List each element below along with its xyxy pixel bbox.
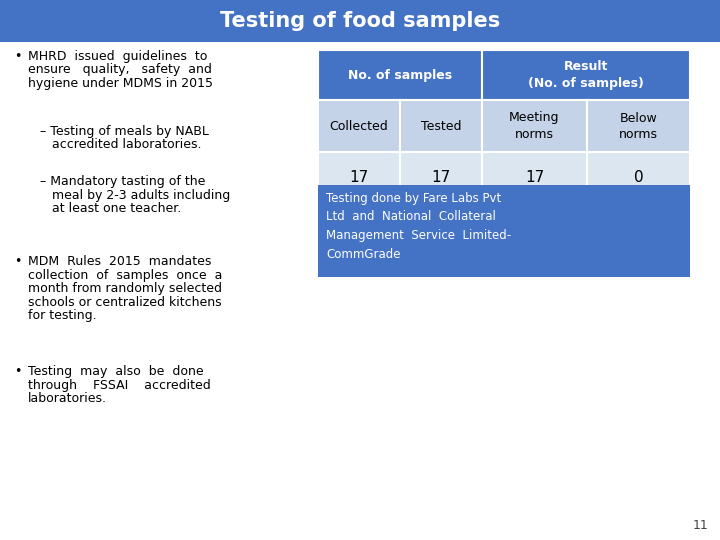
Text: collection  of  samples  once  a: collection of samples once a [28,268,222,281]
Text: meal by 2-3 adults including: meal by 2-3 adults including [40,188,230,201]
Text: 0: 0 [634,171,643,186]
Bar [400,100,482,152]
Bar [0,0,720,42]
Text: 17: 17 [525,171,544,186]
Bar [318,50,482,100]
Text: Tested: Tested [420,119,462,132]
Bar [482,50,690,100]
Text: Collected: Collected [330,119,388,132]
Text: month from randomly selected: month from randomly selected [28,282,222,295]
Text: •: • [14,50,22,63]
Text: 17: 17 [349,171,369,186]
Text: – Mandatory tasting of the: – Mandatory tasting of the [40,175,205,188]
Text: laboratories.: laboratories. [28,392,107,405]
Text: at least one teacher.: at least one teacher. [40,202,181,215]
Text: •: • [14,365,22,378]
Text: 17: 17 [431,171,451,186]
Bar [482,100,587,152]
Text: Testing done by Fare Labs Pvt
Ltd  and  National  Collateral
Management  Service: Testing done by Fare Labs Pvt Ltd and Na… [326,192,511,260]
Bar [482,152,587,204]
Text: ensure   quality,   safety  and: ensure quality, safety and [28,64,212,77]
Text: 11: 11 [692,519,708,532]
Text: for testing.: for testing. [28,309,96,322]
Text: No. of samples: No. of samples [348,69,452,82]
Text: Meeting
norms: Meeting norms [509,111,559,140]
Bar [318,185,690,277]
Bar [400,152,482,204]
Text: Result
(No. of samples): Result (No. of samples) [528,60,644,90]
Bar [587,100,690,152]
Text: MHRD  issued  guidelines  to: MHRD issued guidelines to [28,50,207,63]
Text: – Testing of meals by NABL: – Testing of meals by NABL [40,125,209,138]
Text: Below
norms: Below norms [619,111,658,140]
Text: Testing  may  also  be  done: Testing may also be done [28,365,204,378]
Bar [318,100,400,152]
Text: •: • [14,255,22,268]
Text: hygiene under MDMS in 2015: hygiene under MDMS in 2015 [28,77,213,90]
Text: accredited laboratories.: accredited laboratories. [40,138,202,152]
Text: schools or centralized kitchens: schools or centralized kitchens [28,295,222,308]
Text: MDM  Rules  2015  mandates: MDM Rules 2015 mandates [28,255,212,268]
Bar [587,152,690,204]
Text: through    FSSAI    accredited: through FSSAI accredited [28,379,211,392]
Bar [318,152,400,204]
Text: Testing of food samples: Testing of food samples [220,11,500,31]
